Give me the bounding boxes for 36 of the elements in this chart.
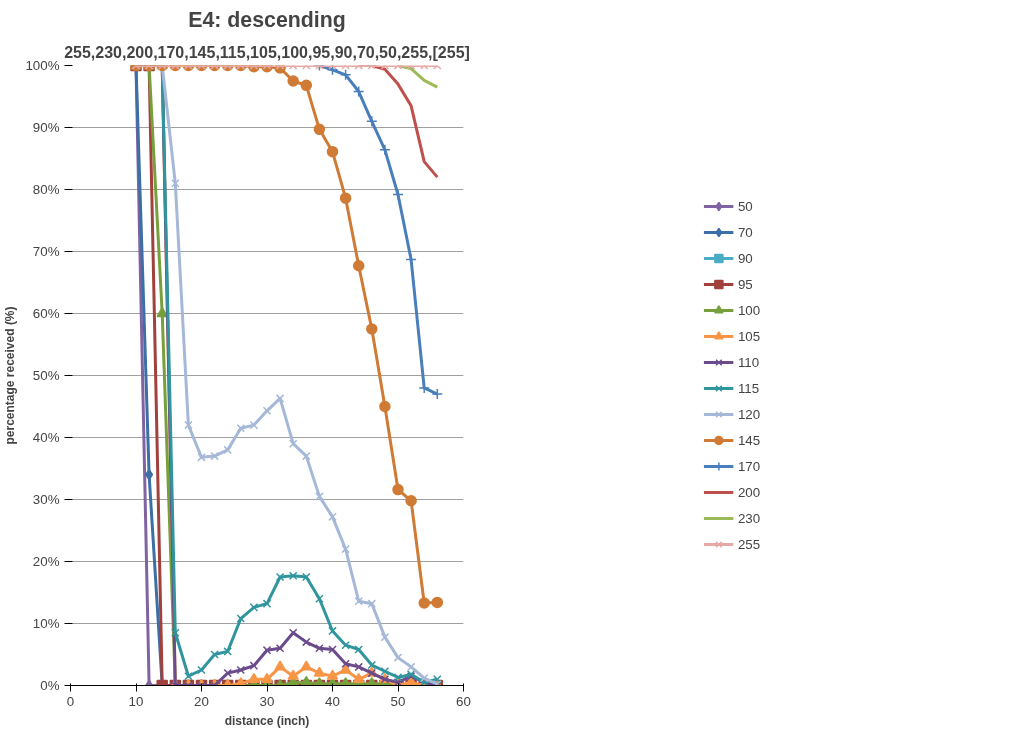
y-tick-label: 20%	[32, 554, 60, 569]
y-tick-label: 50%	[32, 368, 60, 383]
legend-label: 230	[737, 510, 761, 526]
legend-label: 255	[737, 536, 761, 552]
y-axis-title: percentage received (%)	[3, 306, 18, 445]
legend-label: 95	[737, 276, 754, 292]
x-tick-label: 20	[194, 693, 209, 709]
legend-label: 120	[737, 406, 761, 422]
y-tick-label: 60%	[32, 306, 60, 321]
legend-label: 105	[737, 328, 761, 344]
chart-title: E4: descending	[188, 7, 346, 32]
x-axis-title: distance (inch)	[224, 713, 310, 728]
chart-subtitle: 255,230,200,170,145,115,105,100,95,90,70,50,255,[255]	[64, 43, 470, 61]
legend-label: 50	[737, 198, 754, 214]
x-tick-label: 60	[456, 693, 471, 709]
y-tick-label: 30%	[32, 492, 60, 507]
y-tick-label: 70%	[32, 244, 60, 259]
y-tick-label: 10%	[32, 616, 60, 631]
legend-label: 145	[737, 432, 761, 448]
legend-label: 200	[737, 484, 761, 500]
x-tick-label: 50	[390, 693, 406, 709]
y-tick-label: 90%	[32, 120, 60, 135]
legend-label: 100	[737, 302, 761, 318]
legend-label: 90	[737, 250, 754, 266]
x-tick-label: 10	[128, 693, 144, 709]
legend-label: 115	[737, 380, 760, 396]
y-tick-label: 0%	[40, 678, 60, 693]
y-tick-label: 40%	[32, 430, 60, 445]
legend-label: 70	[737, 224, 754, 240]
x-tick-label: 30	[259, 693, 275, 709]
x-tick-label: 0	[66, 693, 75, 709]
y-tick-label: 80%	[32, 182, 60, 197]
x-tick-label: 40	[325, 693, 340, 709]
legend-label: 110	[737, 354, 760, 370]
legend-label: 170	[737, 458, 761, 474]
y-tick-label: 100%	[25, 58, 60, 73]
